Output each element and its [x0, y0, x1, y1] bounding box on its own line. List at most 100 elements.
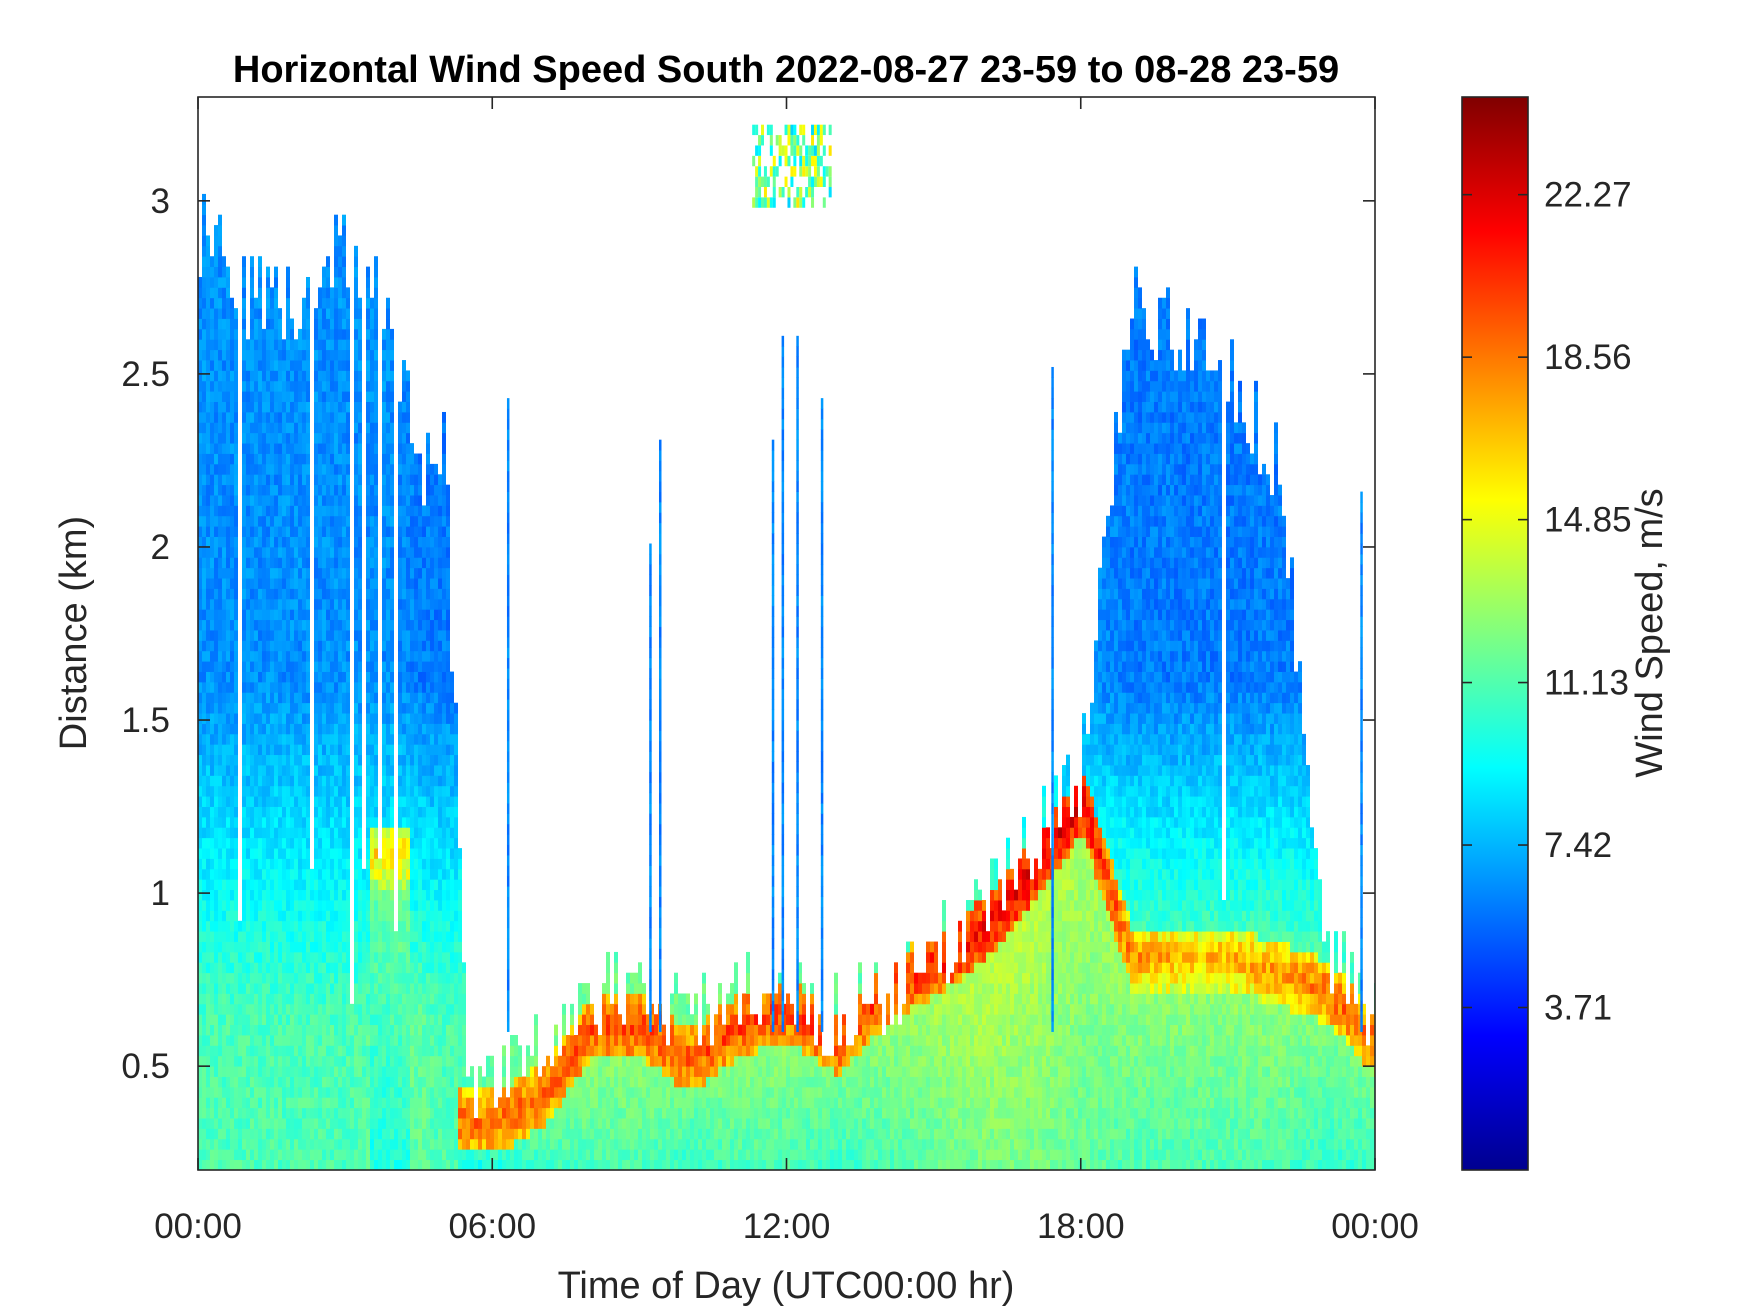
upper-echo-cell — [766, 197, 770, 208]
upper-echo-cell — [802, 155, 806, 167]
echo-spike-cell — [506, 678, 510, 690]
echo-spike-cell — [1360, 990, 1363, 1001]
upper-echo-cell — [784, 145, 788, 156]
echo-spike-cell — [658, 948, 662, 960]
echo-spike-cell — [658, 886, 662, 897]
echo-spike-cell — [796, 678, 799, 690]
echo-spike-cell — [1051, 585, 1054, 596]
echo-spike-cell — [1051, 522, 1054, 534]
upper-echo-cell — [755, 197, 759, 208]
echo-spike-cell — [796, 761, 799, 773]
echo-spike-cell — [820, 647, 824, 659]
echo-spike-cell — [658, 740, 662, 752]
echo-spike-cell — [506, 647, 510, 659]
echo-spike-cell — [506, 938, 510, 949]
echo-spike-cell — [506, 574, 510, 586]
echo-spike-cell — [796, 335, 799, 347]
upper-echo-cell — [816, 124, 820, 136]
upper-echo-cell — [813, 145, 817, 156]
echo-spike-cell — [796, 740, 799, 752]
echo-spike-cell — [1360, 969, 1363, 981]
echo-spike-cell — [820, 470, 824, 482]
echo-spike-cell — [506, 533, 510, 544]
upper-echo-cell — [790, 135, 794, 146]
echo-spike-cell — [820, 429, 824, 441]
colorbar-tick-label: 14.85 — [1544, 501, 1632, 540]
echo-spike-cell — [820, 450, 824, 461]
echo-spikes — [506, 335, 1363, 1032]
upper-echo-cell — [816, 166, 820, 177]
echo-spike-cell — [658, 969, 662, 981]
echo-spike-cell — [796, 460, 799, 472]
echo-spike-cell — [781, 387, 785, 399]
echo-spike-cell — [1051, 564, 1054, 576]
echo-spike-cell — [506, 522, 510, 534]
echo-spike-cell — [771, 751, 775, 762]
echo-spike-cell — [796, 450, 799, 461]
echo-spike-cell — [1051, 834, 1054, 846]
echo-spike-cell — [796, 481, 799, 492]
echo-spike-cell — [1051, 1010, 1054, 1022]
echo-spike-cell — [771, 823, 775, 835]
echo-spike-cell — [781, 574, 785, 586]
echo-spike-cell — [506, 418, 510, 430]
upper-echo-cell — [811, 155, 815, 167]
echo-spike-cell — [1051, 803, 1054, 814]
echo-spike-cell — [796, 906, 799, 918]
echo-spike-cell — [1360, 605, 1363, 617]
echo-spike-cell — [820, 855, 824, 866]
echo-spike-cell — [658, 553, 662, 565]
echo-spike-cell — [781, 408, 785, 420]
upper-echo-cell — [784, 176, 788, 187]
echo-spike-cell — [658, 720, 662, 731]
echo-spike-cell — [1051, 938, 1054, 949]
echo-spike-cell — [820, 699, 824, 711]
echo-spike-cell — [1360, 917, 1363, 929]
echo-spike-cell — [781, 335, 785, 347]
echo-spike-cell — [820, 418, 824, 430]
echo-spike-cell — [658, 709, 662, 721]
echo-spike-cell — [658, 761, 662, 773]
echo-spike-cell — [658, 958, 662, 970]
y-tick-label: 1.5 — [121, 701, 170, 740]
echo-spike-cell — [649, 585, 652, 596]
echo-spike-cell — [781, 803, 785, 814]
echo-spike-cell — [781, 979, 785, 991]
echo-spike-cell — [1360, 699, 1363, 711]
echo-spike-cell — [506, 865, 510, 877]
upper-echo-cell — [772, 155, 776, 167]
echo-spike-cell — [820, 398, 824, 409]
echo-spike-cell — [781, 782, 785, 794]
echo-spike-cell — [658, 470, 662, 482]
upper-echo-cell — [769, 124, 773, 136]
echo-spike-cell — [796, 564, 799, 576]
echo-spike-cell — [796, 668, 799, 679]
echo-spike-cell — [820, 460, 824, 472]
echo-spike-cell — [506, 408, 510, 420]
upper-echo-cell — [816, 176, 820, 187]
echo-spike-cell — [1051, 699, 1054, 711]
echo-spike-cell — [1360, 740, 1363, 752]
echo-spike-cell — [658, 751, 662, 762]
upper-echo-cell — [790, 124, 794, 136]
echo-spike-cell — [771, 948, 775, 960]
echo-spike-cell — [1360, 792, 1363, 804]
echo-spike-cell — [796, 636, 799, 648]
echo-spike-cell — [1051, 751, 1054, 762]
echo-spike-cell — [771, 896, 775, 908]
echo-spike-cell — [771, 491, 775, 503]
echo-spike-cell — [1360, 626, 1363, 638]
echo-spike-cell — [781, 377, 785, 389]
upper-echo-cell — [822, 124, 826, 136]
y-axis: 0.5 1 1.5 2 2.5 3 — [121, 182, 1375, 1086]
echo-spike-cell — [1360, 501, 1363, 513]
echo-spike-cell — [658, 699, 662, 711]
echo-spike-cell — [658, 1010, 662, 1022]
echo-spike-cell — [1051, 553, 1054, 565]
echo-spike-cell — [820, 782, 824, 794]
echo-spike-cell — [649, 678, 652, 690]
echo-spike-cell — [820, 709, 824, 721]
echo-spike-cell — [649, 792, 652, 804]
echo-spike-cell — [781, 720, 785, 731]
echo-spike-cell — [796, 771, 799, 783]
